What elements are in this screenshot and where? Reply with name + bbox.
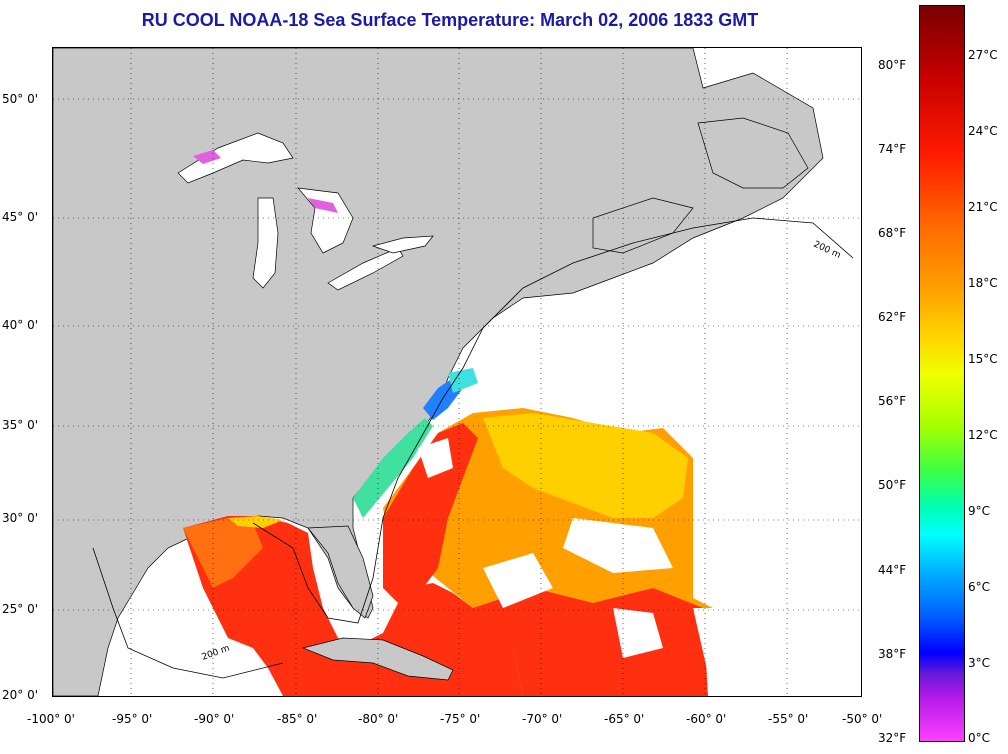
- colorbar-f-label: 74°F: [878, 142, 907, 156]
- colorbar-f-label: 56°F: [878, 394, 907, 408]
- colorbar-c-label: 12°C: [968, 428, 998, 442]
- lon-label: -80° 0': [358, 712, 399, 726]
- lon-label: -65° 0': [604, 712, 645, 726]
- lake-cold-spot: [308, 198, 338, 213]
- cloud-gap: [483, 553, 553, 608]
- colorbar-f-label: 80°F: [878, 58, 907, 72]
- colorbar-c-label: 15°C: [968, 352, 998, 366]
- lon-label: -60° 0': [686, 712, 727, 726]
- lake-huron: [297, 187, 354, 254]
- colorbar-c-label: 3°C: [968, 656, 991, 670]
- lake-ontario: [371, 235, 434, 254]
- lat-label: 40° 0': [2, 318, 39, 332]
- colorbar-c-label: 6°C: [968, 580, 991, 594]
- sst-map: 200 m 200 m: [52, 47, 862, 697]
- isobath-200m: [92, 217, 854, 679]
- sst-gulf-coast: [228, 516, 283, 528]
- sst-shelf-cool: [353, 418, 433, 518]
- lon-label: -50° 0': [842, 712, 883, 726]
- sst-frontal-cyan: [448, 368, 478, 393]
- colorbar-c-label: 21°C: [968, 200, 998, 214]
- lon-label: -85° 0': [277, 712, 318, 726]
- colorbar-f-label: 62°F: [878, 310, 907, 324]
- lat-label: 45° 0': [2, 210, 39, 224]
- lake-erie: [327, 247, 404, 291]
- sst-gulf-stream: [383, 423, 478, 603]
- grid: [53, 48, 861, 696]
- map-title: RU COOL NOAA-18 Sea Surface Temperature:…: [141, 10, 759, 30]
- lake-superior: [177, 132, 294, 184]
- isobath-label: 200 m: [812, 240, 842, 261]
- colorbar-c-label: 24°C: [968, 124, 998, 138]
- colorbar-c-label: 18°C: [968, 276, 998, 290]
- map-canvas: 200 m 200 m: [53, 48, 861, 696]
- cloud-gap: [613, 608, 663, 658]
- lon-label: -55° 0': [768, 712, 809, 726]
- land-newfoundland: [697, 117, 809, 189]
- lake-cold-spot: [193, 150, 221, 164]
- colorbar-c-label: 27°C: [968, 48, 998, 62]
- cloud-gap: [418, 438, 453, 478]
- lat-label: 35° 0': [2, 418, 39, 432]
- temperature-colorbar: [919, 5, 965, 742]
- lon-label: -70° 0': [522, 712, 563, 726]
- lat-label: 30° 0': [2, 511, 39, 525]
- sst-gulf-warm: [183, 518, 263, 588]
- colorbar-c-label: 0°C: [968, 731, 991, 745]
- colorbar-f-label: 44°F: [878, 563, 907, 577]
- land-florida: [307, 525, 374, 619]
- colorbar-f-label: 38°F: [878, 647, 907, 661]
- lon-label: -100° 0': [27, 712, 75, 726]
- lon-label: -95° 0': [112, 712, 153, 726]
- lon-label: -75° 0': [440, 712, 481, 726]
- lon-label: -90° 0': [194, 712, 235, 726]
- lake-michigan: [252, 197, 279, 289]
- cloud-gap: [563, 518, 673, 573]
- lat-label: 25° 0': [2, 602, 39, 616]
- colorbar-f-label: 68°F: [878, 226, 907, 240]
- lat-label: 20° 0': [2, 688, 39, 702]
- colorbar-f-label: 32°F: [878, 731, 907, 745]
- sst-atlantic-yellow: [483, 413, 688, 518]
- cloud-gap: [693, 608, 753, 696]
- isobath-label: 200 m: [201, 644, 231, 663]
- colorbar-c-label: 9°C: [968, 504, 991, 518]
- lat-label: 50° 0': [2, 92, 39, 106]
- sst-gulf: [183, 516, 523, 696]
- colorbar-f-label: 50°F: [878, 478, 907, 492]
